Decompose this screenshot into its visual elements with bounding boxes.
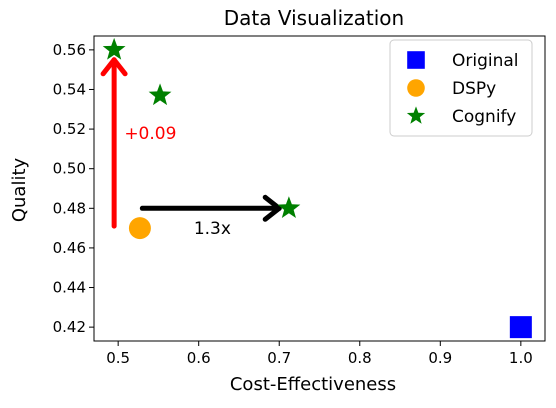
legend-label-dspy: DSPy (452, 79, 496, 99)
y-tick-label: 0.52 (53, 120, 86, 138)
plot-area: 0.5 0.6 0.7 0.8 0.9 1.0 0.42 0.44 0.46 0.48 0.50 0.… (53, 35, 546, 367)
legend-marker-dspy (407, 79, 425, 97)
x-tick-label: 0.6 (187, 349, 211, 367)
x-tick-label: 0.9 (428, 349, 452, 367)
x-tick-label: 1.0 (509, 349, 533, 367)
plot-frame (93, 35, 546, 342)
chart-title: Data Visualization (224, 6, 404, 30)
legend-marker-cognify (406, 106, 426, 124)
y-tick-label: 0.56 (53, 41, 86, 59)
x-tick-label: 0.8 (348, 349, 372, 367)
y-tick-label: 0.48 (53, 199, 86, 217)
y-tick-label: 0.42 (53, 318, 86, 336)
x-axis-label: Cost-Effectiveness (230, 374, 396, 395)
legend: Original DSPy Cognify (389, 39, 533, 137)
annotation-arrowhead-1 (100, 57, 128, 77)
y-axis-label: Quality (9, 157, 30, 222)
legend-marker-original (407, 51, 425, 69)
y-tick-label: 0.44 (53, 279, 86, 297)
data-point-cognify (148, 83, 172, 106)
data-point-cognify (102, 37, 126, 60)
y-tick-label: 0.46 (53, 239, 86, 257)
data-point-cognify (277, 196, 301, 219)
x-tick-label: 0.7 (267, 349, 291, 367)
x-tick-label: 0.5 (106, 349, 130, 367)
legend-frame (389, 39, 533, 137)
legend-label-cognify: Cognify (452, 107, 516, 127)
data-point-dspy (128, 217, 151, 240)
legend-label-original: Original (452, 51, 519, 71)
annotation-label-1: +0.09 (124, 124, 176, 144)
annotation-arrowhead-2 (262, 194, 282, 222)
y-tick-label: 0.54 (53, 80, 86, 98)
y-tick-label: 0.50 (53, 160, 86, 178)
data-point-original (509, 316, 532, 339)
annotation-label-2: 1.3x (194, 219, 231, 239)
